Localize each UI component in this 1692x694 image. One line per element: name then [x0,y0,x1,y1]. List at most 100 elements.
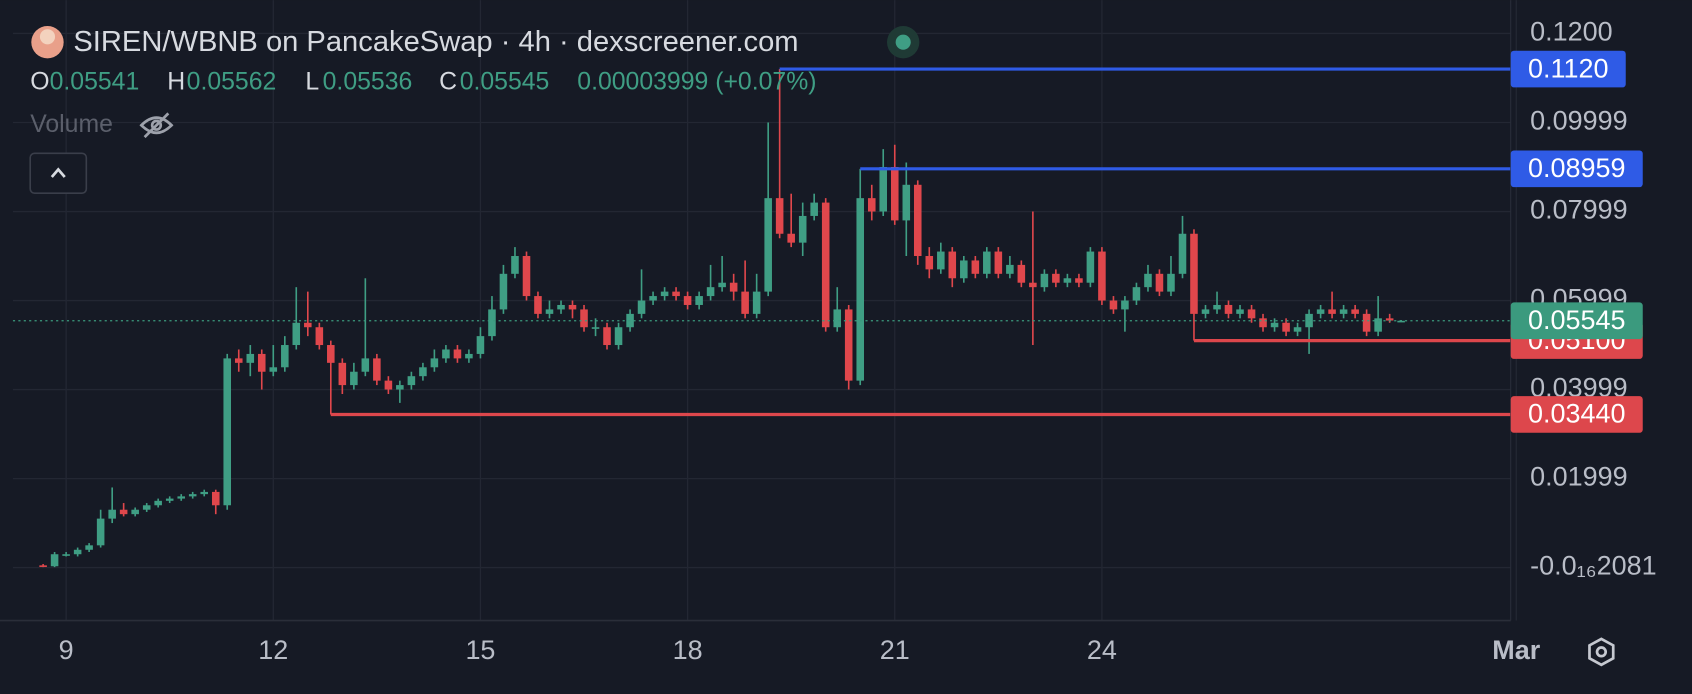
candle-body [913,184,922,257]
candle-body [718,282,726,288]
candle-body [119,509,128,515]
price-label: 0.1120 [1510,50,1626,88]
candle-body [856,198,865,381]
candle-body [1086,251,1095,283]
candle-body [234,358,243,363]
candle-body [672,291,680,297]
candle-body [545,309,554,314]
candle-body [1029,282,1037,288]
candle-body [511,256,519,274]
candle-body [649,296,657,301]
candle-body [1282,322,1290,332]
candle-body [764,198,772,292]
candle-body [327,345,335,363]
candle-body [1075,278,1083,283]
candle-body [476,336,485,354]
candle-body [568,304,577,310]
candle-body [338,362,347,386]
candle-body [798,215,807,243]
candle-body [108,509,116,519]
token-icon-face [39,29,56,45]
candle-body [73,549,82,555]
candle-body [741,291,749,314]
candle-body [154,500,162,506]
candle-body [729,282,738,292]
candle-body [39,565,47,567]
x-tick-label: 24 [1087,635,1117,665]
y-axis: 0.12000.099990.079990.059990.039990.0199… [1530,17,1656,581]
candle-body [1052,273,1060,283]
ohlc-value: 0.05541 [50,69,140,96]
candle-body [706,287,715,297]
candle-body [833,309,842,328]
candle-body [1362,313,1371,332]
candle-body [1213,304,1221,310]
x-tick-label: 9 [59,635,74,665]
candle-body [1121,300,1129,310]
candle-body [787,233,795,243]
candle-body [177,496,186,499]
chart-title: SIREN/WBNB on PancakeSwap · 4h · dexscre… [73,26,798,58]
candle-body [384,380,393,390]
candle-body [821,202,830,328]
candle-body [971,260,980,274]
candle-body [695,296,703,305]
candle-body [994,251,1003,274]
candle-body [1201,309,1210,314]
candle-body [465,353,473,359]
candle-body [304,322,312,328]
ohlc-key: O [30,69,49,96]
candle-body [442,349,450,359]
candle-body [223,358,231,506]
candle-body [407,376,416,386]
plot-area [39,69,1405,568]
collapse-button[interactable] [29,152,88,195]
candle-body [879,166,888,212]
candle-body [810,202,818,216]
price-label: 0.05545 [1510,302,1643,340]
candle-body [948,251,957,279]
candle-body [1109,300,1118,310]
y-tick-label: 0.09999 [1530,106,1628,136]
candle-body [1006,264,1014,274]
candle-body [937,251,945,270]
price-label: 0.08959 [1510,150,1643,188]
change: 0.00003999 (+0.07%) [577,69,816,96]
ohlc-key: C [439,69,457,96]
candle-body [1144,273,1152,288]
x-axis: 9 12 15 18 21 24 Mar [59,635,1541,665]
candle-body [925,256,934,270]
candle-body [188,494,197,497]
candle-body [1374,318,1382,332]
candle-body [960,260,968,279]
candle-body [660,291,669,297]
candle-body [844,309,853,381]
candle-body [1040,273,1049,288]
candle-body [902,184,911,221]
candle-body [1351,309,1359,314]
grid [12,0,1517,621]
candle-body [983,251,991,274]
ohlc-value: 0.05545 [460,69,550,96]
price-label-text: 0.1120 [1528,53,1609,83]
candle-body [1063,278,1072,283]
candle-body [557,304,565,310]
settings-button[interactable] [1588,637,1615,667]
candle-body [1098,251,1106,301]
candle-body [867,198,876,212]
candle-body [1397,320,1405,323]
candle-body [752,291,761,314]
ohlc-key: L [305,69,319,96]
candle-body [1132,287,1141,301]
price-label-text: 0.03440 [1528,399,1626,429]
candle-body [775,198,784,234]
price-label-box [1510,150,1643,188]
candle-body [1247,309,1256,319]
y-tick-label: 0.07999 [1530,195,1628,225]
hide-volume-button[interactable] [139,112,174,139]
candle-body [269,367,278,372]
candle-body [683,296,692,305]
price-label: 0.03440 [1510,396,1643,433]
